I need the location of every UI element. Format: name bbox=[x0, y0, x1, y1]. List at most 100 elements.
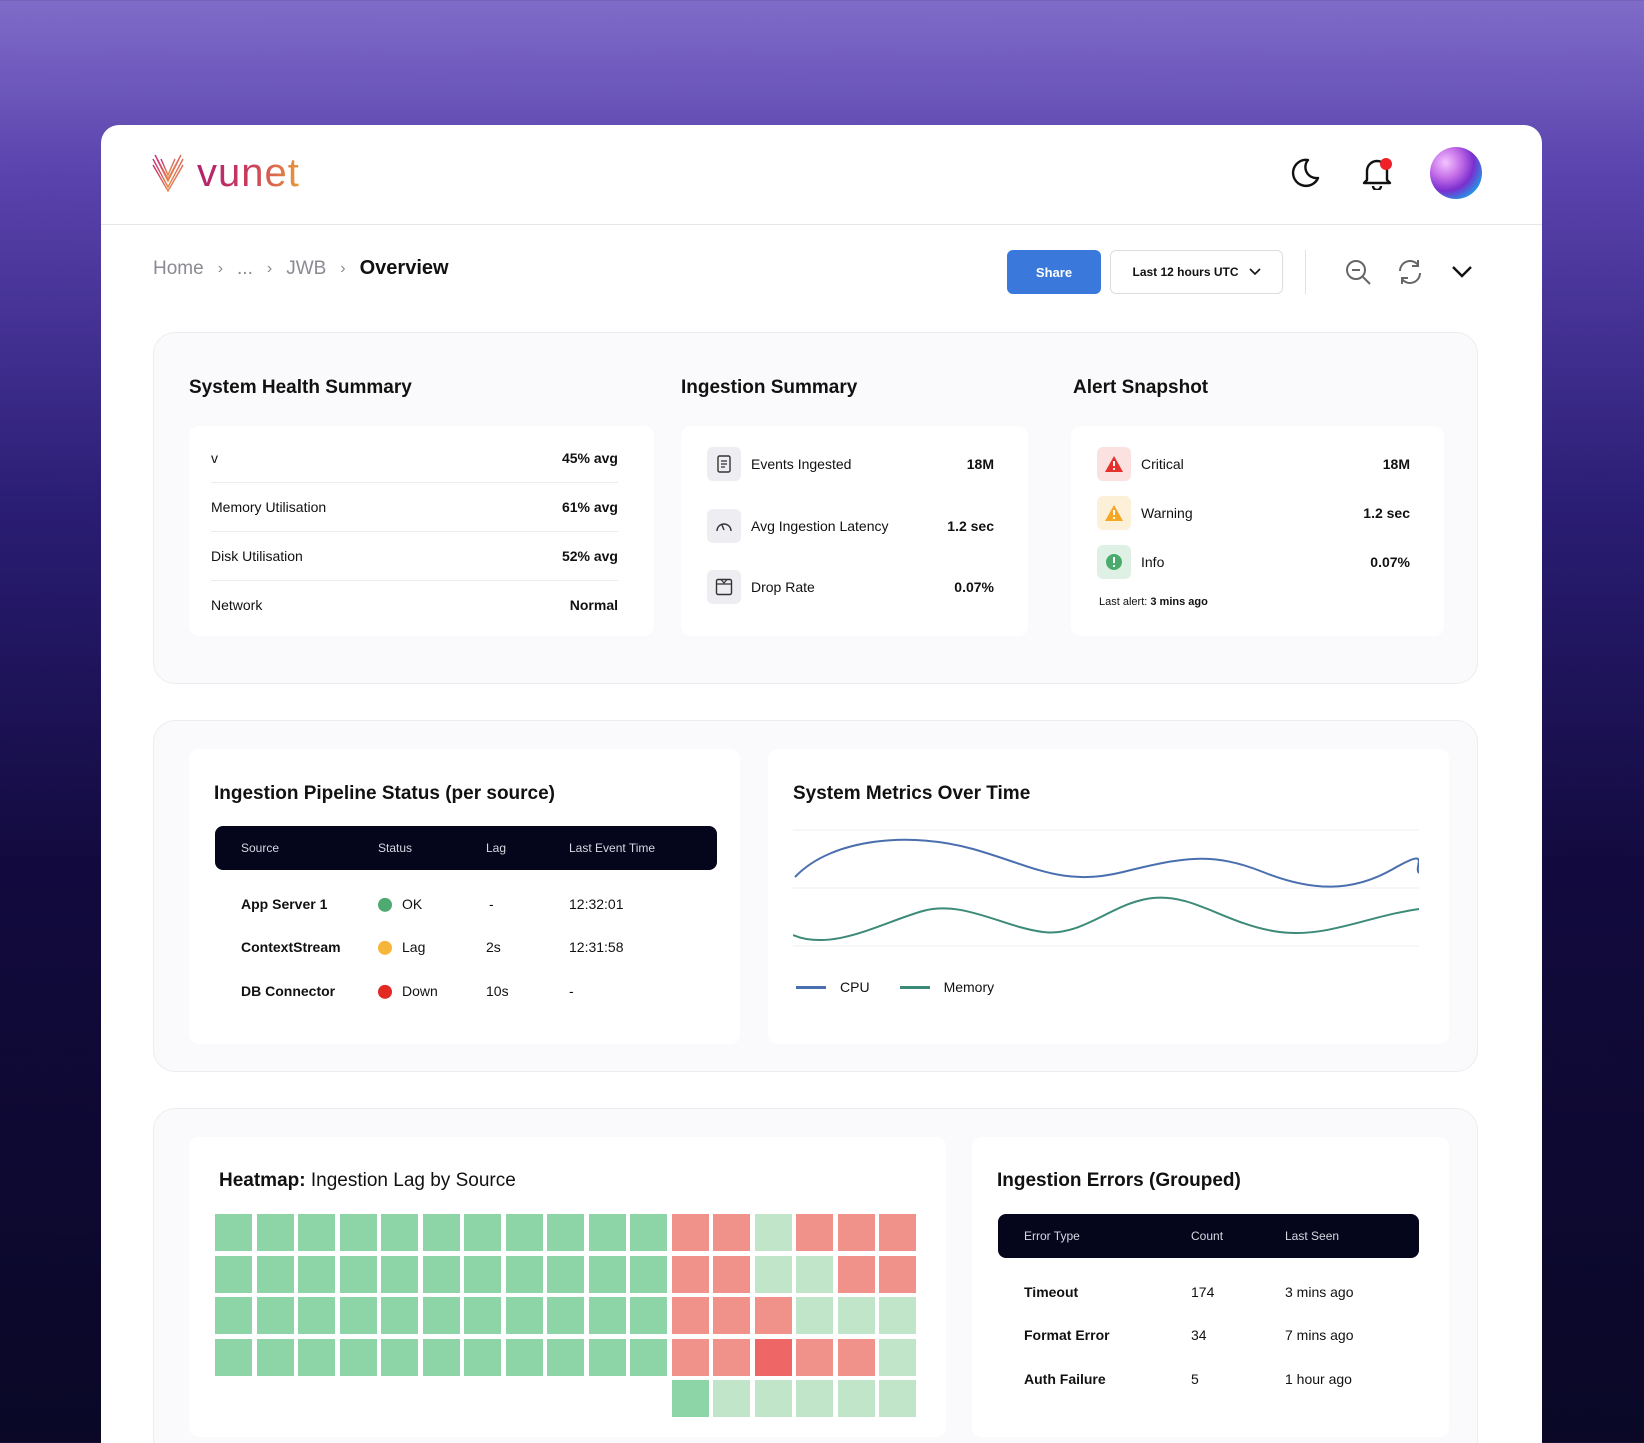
heatmap-cell[interactable] bbox=[339, 1214, 377, 1251]
heatmap-cell[interactable] bbox=[422, 1255, 460, 1293]
heatmap-cell[interactable] bbox=[671, 1380, 709, 1417]
dark-mode-toggle[interactable] bbox=[1286, 154, 1324, 192]
heatmap-cell[interactable] bbox=[339, 1338, 377, 1376]
heatmap-cell[interactable] bbox=[796, 1380, 833, 1417]
heatmap-cell[interactable] bbox=[298, 1338, 335, 1376]
status-cell: Down bbox=[378, 983, 438, 1000]
heatmap-cell[interactable] bbox=[381, 1255, 418, 1293]
heatmap-cell[interactable] bbox=[464, 1214, 501, 1251]
heatmap-cell[interactable] bbox=[381, 1214, 418, 1251]
table-row[interactable]: Format Error 34 7 mins ago bbox=[998, 1320, 1419, 1350]
heatmap-cell[interactable] bbox=[713, 1380, 750, 1417]
heatmap-cell[interactable] bbox=[796, 1255, 833, 1293]
notifications-button[interactable] bbox=[1358, 154, 1396, 192]
zoom-out-button[interactable] bbox=[1338, 252, 1378, 292]
heatmap-cell[interactable] bbox=[422, 1338, 460, 1376]
heatmap-cell[interactable] bbox=[588, 1255, 626, 1293]
expand-button[interactable] bbox=[1442, 252, 1482, 292]
heatmap-cell[interactable] bbox=[630, 1255, 667, 1293]
heatmap-cell[interactable] bbox=[879, 1297, 916, 1334]
heatmap-cell[interactable] bbox=[215, 1338, 252, 1376]
share-button[interactable]: Share bbox=[1007, 250, 1101, 294]
heatmap-cell[interactable] bbox=[588, 1297, 626, 1334]
heatmap-cell[interactable] bbox=[630, 1297, 667, 1334]
heatmap-cell[interactable] bbox=[754, 1297, 792, 1334]
table-row[interactable]: Timeout 174 3 mins ago bbox=[998, 1277, 1419, 1307]
heatmap-cell[interactable] bbox=[381, 1338, 418, 1376]
heatmap-cell[interactable] bbox=[464, 1338, 501, 1376]
heatmap-cell[interactable] bbox=[547, 1214, 584, 1251]
heatmap-cell[interactable] bbox=[298, 1297, 335, 1334]
heatmap-cell[interactable] bbox=[837, 1297, 875, 1334]
heatmap-cell[interactable] bbox=[879, 1380, 916, 1417]
heatmap-cell[interactable] bbox=[879, 1338, 916, 1376]
heatmap-cell[interactable] bbox=[671, 1255, 709, 1293]
heatmap-cell[interactable] bbox=[754, 1380, 792, 1417]
heatmap-cell[interactable] bbox=[422, 1297, 460, 1334]
heatmap-cell[interactable] bbox=[505, 1214, 543, 1251]
heatmap-cell[interactable] bbox=[422, 1214, 460, 1251]
breadcrumb-parent[interactable]: JWB bbox=[286, 257, 327, 279]
heatmap-cell[interactable] bbox=[256, 1214, 294, 1251]
heatmap-cell[interactable] bbox=[796, 1297, 833, 1334]
heatmap-card: Heatmap: Ingestion Lag by Source bbox=[189, 1137, 946, 1437]
table-row[interactable]: App Server 1 OK - 12:32:01 bbox=[215, 889, 717, 919]
heatmap-cell[interactable] bbox=[298, 1214, 335, 1251]
heatmap-cell[interactable] bbox=[256, 1338, 294, 1376]
heatmap-cell[interactable] bbox=[671, 1297, 709, 1334]
heatmap-cell[interactable] bbox=[713, 1214, 750, 1251]
table-row[interactable]: DB Connector Down 10s - bbox=[215, 976, 717, 1006]
heatmap-cell[interactable] bbox=[505, 1297, 543, 1334]
heatmap-cell[interactable] bbox=[256, 1255, 294, 1293]
heatmap-cell[interactable] bbox=[464, 1297, 501, 1334]
heatmap-cell[interactable] bbox=[339, 1297, 377, 1334]
heatmap-cell[interactable] bbox=[754, 1338, 792, 1376]
heatmap-cell[interactable] bbox=[547, 1297, 584, 1334]
heatmap-cell[interactable] bbox=[796, 1338, 833, 1376]
heatmap-cell[interactable] bbox=[505, 1338, 543, 1376]
heatmap-cell[interactable] bbox=[837, 1338, 875, 1376]
heatmap-cell[interactable] bbox=[298, 1255, 335, 1293]
heatmap-cell[interactable] bbox=[215, 1214, 252, 1251]
heatmap-cell[interactable] bbox=[796, 1214, 833, 1251]
heatmap-cell[interactable] bbox=[505, 1255, 543, 1293]
heatmap-cell[interactable] bbox=[837, 1255, 875, 1293]
heatmap-cell[interactable] bbox=[837, 1214, 875, 1251]
last-alert-value: 3 mins ago bbox=[1150, 596, 1208, 608]
heatmap-cell[interactable] bbox=[588, 1338, 626, 1376]
heatmap-cell[interactable] bbox=[381, 1297, 418, 1334]
col-header: Error Type bbox=[1024, 1229, 1080, 1243]
heatmap-cell[interactable] bbox=[671, 1338, 709, 1376]
heatmap-cell[interactable] bbox=[630, 1338, 667, 1376]
heatmap-cell[interactable] bbox=[713, 1297, 750, 1334]
breadcrumb-home[interactable]: Home bbox=[153, 257, 204, 279]
table-row[interactable]: Auth Failure 5 1 hour ago bbox=[998, 1364, 1419, 1394]
user-avatar[interactable] bbox=[1430, 147, 1482, 199]
heatmap-cell[interactable] bbox=[837, 1380, 875, 1417]
status-dot bbox=[378, 985, 392, 1000]
brand-logo[interactable]: vunet bbox=[151, 153, 300, 193]
heatmap-cell[interactable] bbox=[256, 1297, 294, 1334]
heatmap-cell[interactable] bbox=[879, 1255, 916, 1293]
heatmap-cell[interactable] bbox=[464, 1255, 501, 1293]
heatmap-cell[interactable] bbox=[547, 1255, 584, 1293]
heatmap-cell[interactable] bbox=[754, 1214, 792, 1251]
refresh-button[interactable] bbox=[1390, 252, 1430, 292]
legend-swatch bbox=[796, 985, 826, 989]
time-range-select[interactable]: Last 12 hours UTC bbox=[1110, 250, 1283, 294]
chart-legend: CPU Memory bbox=[796, 979, 994, 995]
alerts-card: Critical 18M Warning 1.2 sec Info 0.07% … bbox=[1071, 426, 1444, 636]
heatmap-cell[interactable] bbox=[339, 1255, 377, 1293]
heatmap-cell[interactable] bbox=[547, 1338, 584, 1376]
heatmap-cell[interactable] bbox=[754, 1255, 792, 1293]
heatmap-cell[interactable] bbox=[713, 1338, 750, 1376]
heatmap-cell[interactable] bbox=[879, 1214, 916, 1251]
breadcrumb-ellipsis[interactable]: ... bbox=[237, 257, 253, 279]
heatmap-cell[interactable] bbox=[630, 1214, 667, 1251]
heatmap-cell[interactable] bbox=[215, 1297, 252, 1334]
heatmap-cell[interactable] bbox=[713, 1255, 750, 1293]
table-row[interactable]: ContextStream Lag 2s 12:31:58 bbox=[215, 932, 717, 962]
heatmap-cell[interactable] bbox=[215, 1255, 252, 1293]
heatmap-cell[interactable] bbox=[588, 1214, 626, 1251]
heatmap-cell[interactable] bbox=[671, 1214, 709, 1251]
